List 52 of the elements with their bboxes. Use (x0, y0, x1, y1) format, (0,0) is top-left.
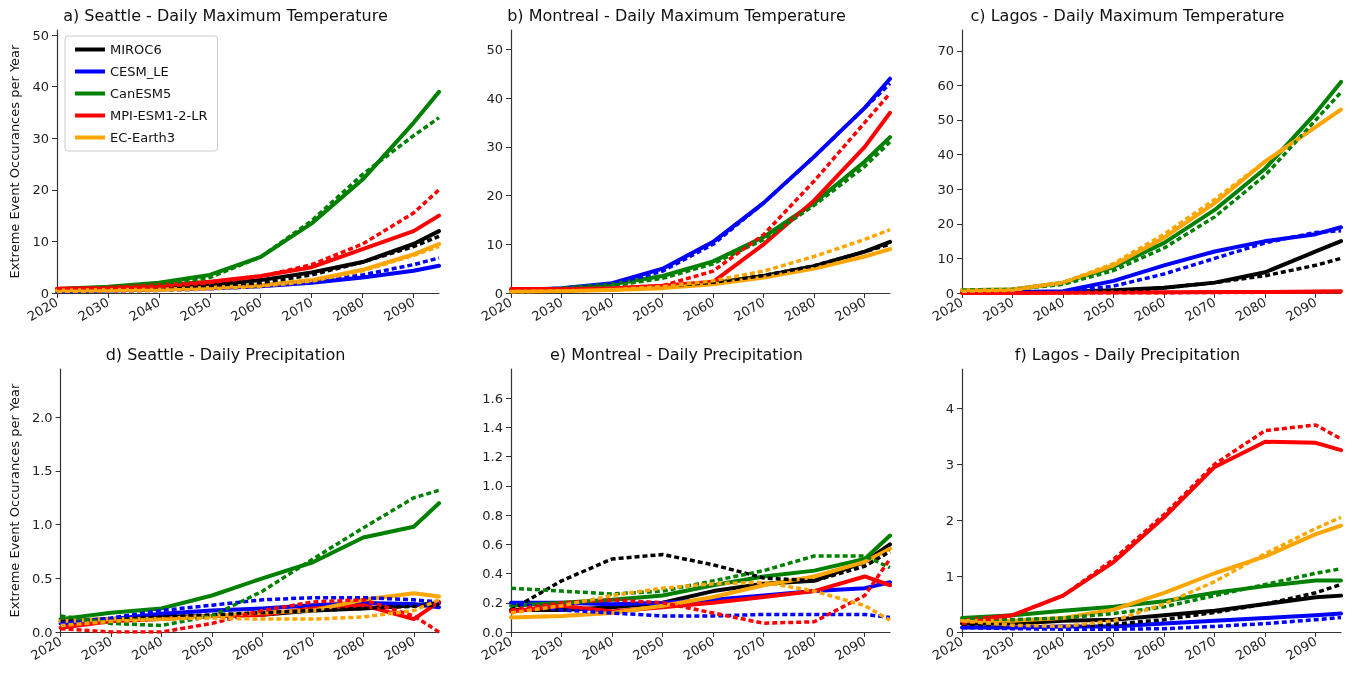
y-tick-label: 60 (937, 77, 954, 93)
y-tick-label: 40 (486, 90, 503, 106)
y-tick-label: 1.2 (482, 449, 503, 465)
y-tick-label: 40 (32, 79, 49, 95)
y-tick-label: 0.2 (482, 595, 503, 611)
chart-title: b) Montreal - Daily Maximum Temperature (507, 5, 846, 25)
chart-title: c) Lagos - Daily Maximum Temperature (970, 5, 1285, 25)
y-tick-label: 1.6 (482, 390, 503, 406)
y-tick-label: 10 (486, 236, 503, 252)
y-tick-label: 40 (937, 147, 954, 163)
y-tick-label: 0.6 (482, 536, 503, 552)
y-tick-label: 10 (937, 250, 954, 266)
y-tick-label: 1.4 (482, 419, 503, 435)
y-tick-label: 0.0 (482, 624, 503, 640)
y-tick-label: 0.4 (482, 566, 503, 582)
y-tick-label: 2.0 (31, 409, 53, 425)
chart-title: d) Seattle - Daily Precipitation (105, 344, 346, 364)
y-tick-label: 0 (40, 285, 49, 301)
y-tick-label: 0.8 (482, 507, 503, 523)
y-tick-label: 4 (945, 400, 954, 416)
y-tick-label: 0 (945, 624, 954, 640)
y-tick-label: 0.5 (31, 570, 53, 586)
y-tick-label: 1.5 (31, 463, 53, 479)
y-tick-label: 10 (32, 233, 49, 249)
legend-label: EC-Earth3 (110, 130, 176, 145)
y-tick-label: 30 (937, 181, 954, 197)
legend-label: CESM_LE (110, 64, 169, 79)
chart-title: e) Montreal - Daily Precipitation (549, 344, 804, 364)
y-tick-label: 50 (486, 41, 503, 57)
y-tick-label: 20 (937, 216, 954, 232)
y-tick-label: 1.0 (482, 478, 503, 494)
y-tick-label: 0 (945, 285, 954, 301)
y-tick-label: 50 (937, 112, 954, 128)
y-tick-label: 3 (945, 456, 954, 472)
y-tick-label: 70 (937, 43, 954, 59)
chart-title: a) Seattle - Daily Maximum Temperature (63, 5, 388, 25)
y-tick-label: 0 (494, 285, 503, 301)
legend-label: CanESM5 (110, 86, 172, 101)
y-tick-label: 30 (486, 139, 503, 155)
y-tick-label: 30 (32, 130, 49, 146)
legend-label: MPI-ESM1-2-LR (110, 108, 208, 123)
y-tick-label: 2 (945, 512, 954, 528)
chart-title: f) Lagos - Daily Precipitation (1014, 344, 1241, 364)
legend-label: MIROC6 (110, 42, 162, 57)
y-tick-label: 20 (486, 188, 503, 204)
y-axis-title: Extreme Event Occurances per Year (7, 382, 22, 618)
y-tick-label: 50 (32, 27, 49, 43)
y-axis-title: Extreme Event Occurances per Year (7, 43, 22, 279)
y-tick-label: 20 (32, 182, 49, 198)
y-tick-label: 1.0 (31, 517, 53, 533)
y-tick-label: 1 (945, 568, 954, 584)
y-tick-label: 0.0 (31, 624, 53, 640)
